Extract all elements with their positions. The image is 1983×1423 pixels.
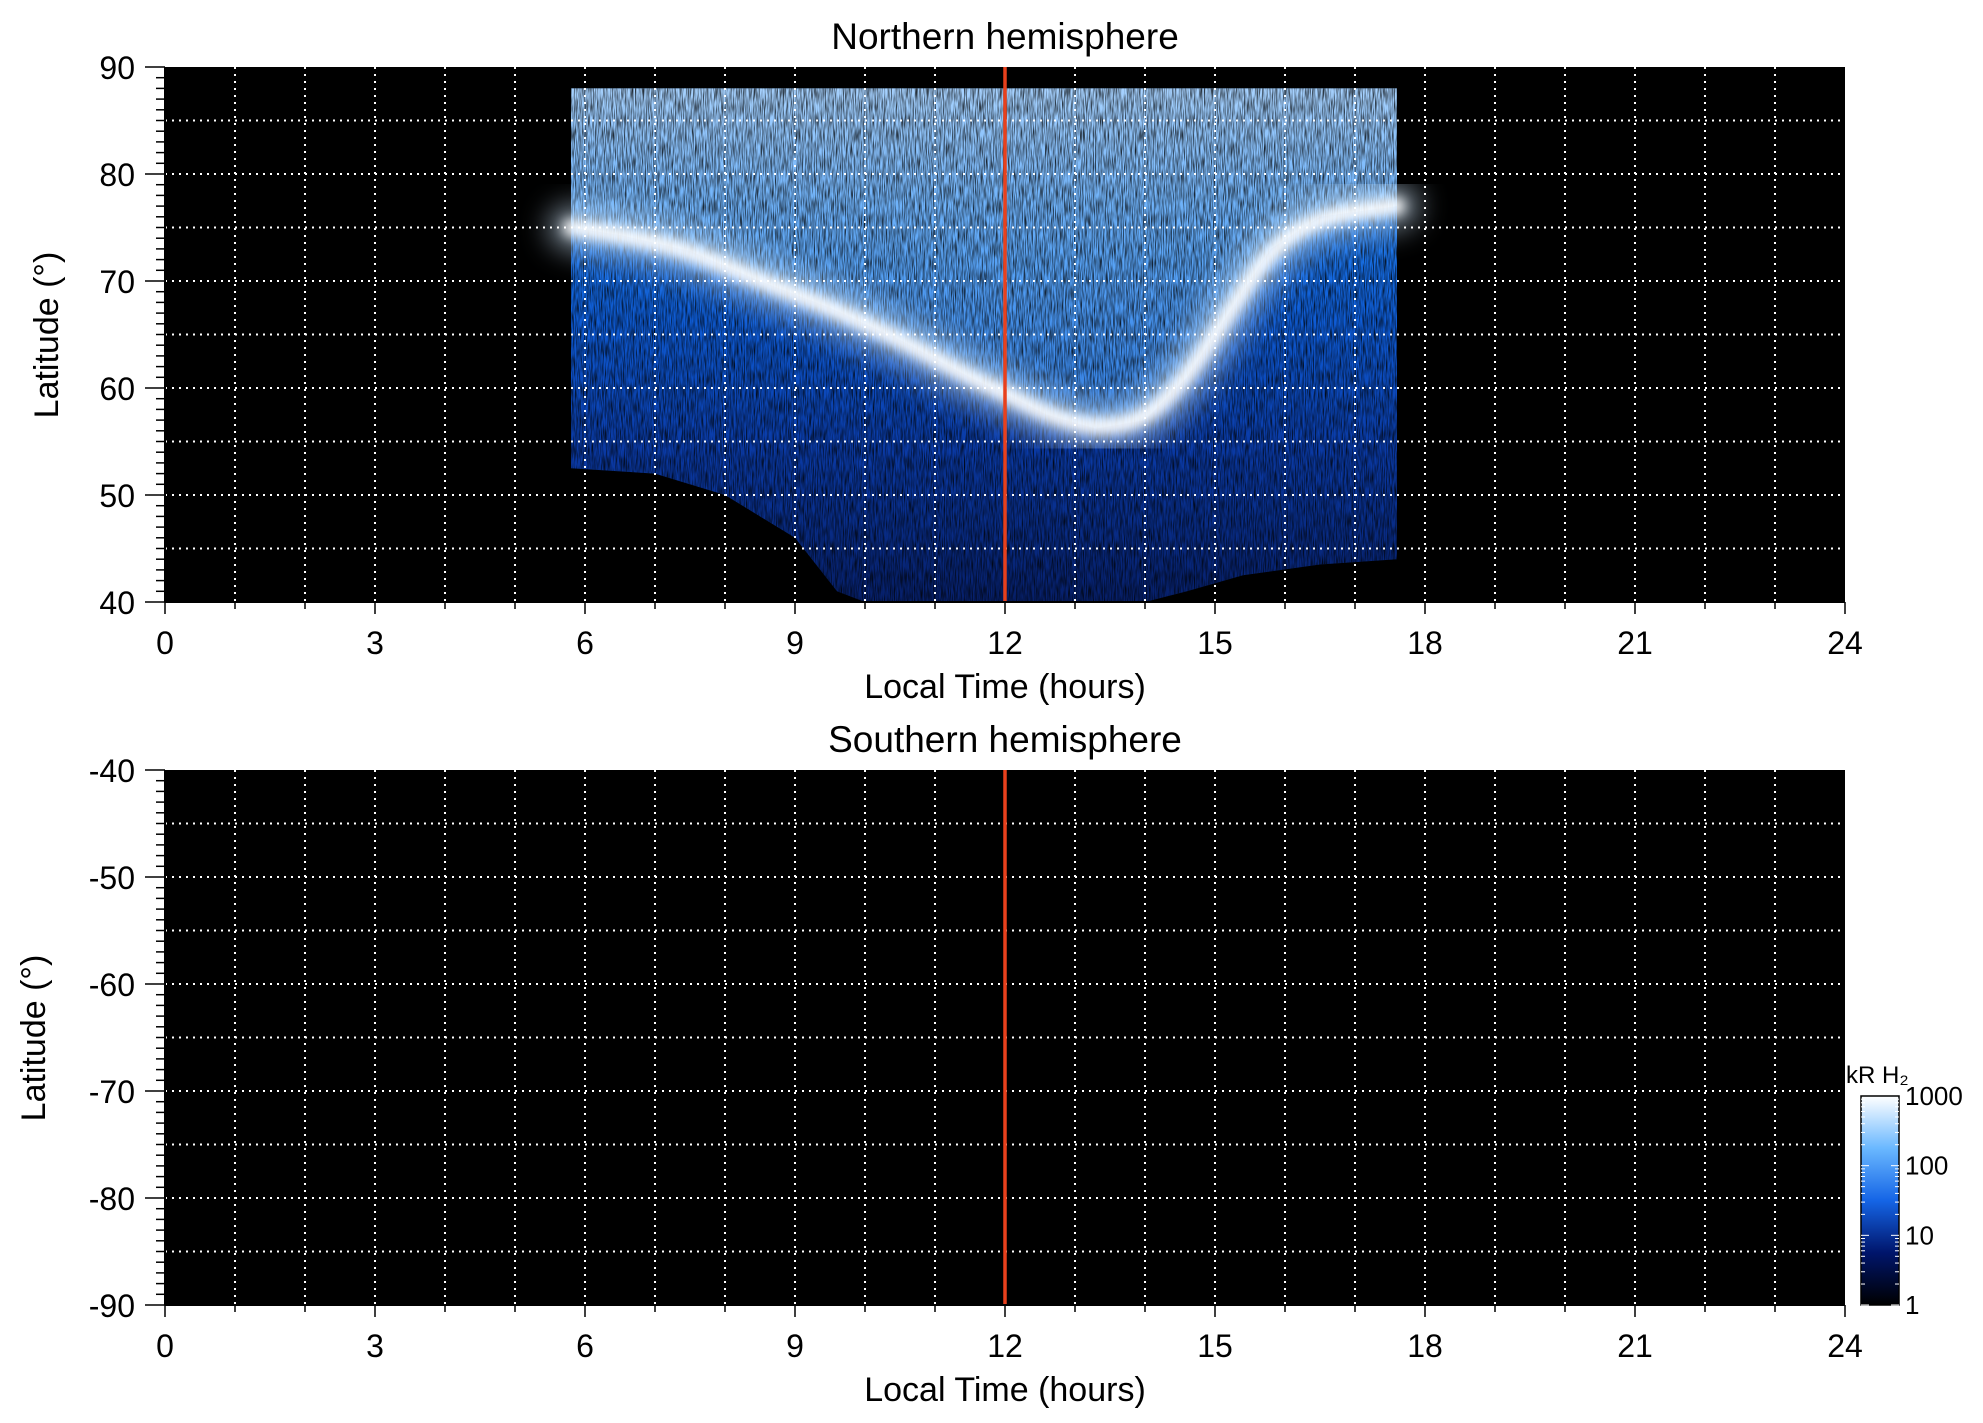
y-tick-label: -50	[89, 860, 135, 896]
x-axis: 0 3 6 9 12 15 18 21 24	[156, 1304, 1863, 1364]
x-tick-label: 21	[1617, 1328, 1653, 1364]
x-tick-label: 6	[576, 625, 594, 661]
x-tick-label: 15	[1197, 625, 1233, 661]
x-axis-label: Local Time (hours)	[864, 668, 1146, 706]
x-tick-label: 21	[1617, 625, 1653, 661]
x-tick-label: 24	[1827, 1328, 1863, 1364]
y-tick-label: 40	[99, 585, 135, 621]
y-axis: 40 50 60 70 80 90	[99, 50, 166, 621]
colorbar-tick-label: 1	[1905, 1290, 1919, 1320]
colorbar-tick-label: 100	[1905, 1151, 1948, 1181]
x-tick-label: 9	[786, 625, 804, 661]
y-tick-label: -80	[89, 1181, 135, 1217]
y-tick-label: 90	[99, 50, 135, 86]
colorbar-label: kR H₂	[1846, 1062, 1909, 1089]
x-tick-label: 0	[156, 625, 174, 661]
y-tick-label: -60	[89, 967, 135, 1003]
x-tick-label: 6	[576, 1328, 594, 1364]
x-tick-label: 0	[156, 1328, 174, 1364]
chart-title: Southern hemisphere	[828, 719, 1182, 760]
main-auroral-oval	[563, 198, 1405, 435]
x-tick-label: 12	[987, 1328, 1023, 1364]
y-tick-label: -70	[89, 1074, 135, 1110]
colorbar: kR H₂ 1 10 100 1000	[1846, 1062, 1963, 1320]
x-tick-label: 12	[987, 625, 1023, 661]
y-tick-label: 60	[99, 371, 135, 407]
x-axis: 0 3 6 9 12 15 18 21 24	[156, 601, 1863, 661]
y-axis-label: Latitude (°)	[15, 955, 53, 1122]
colorbar-ticks: 1 10 100 1000	[1861, 1081, 1963, 1320]
chart-title: Northern hemisphere	[831, 16, 1179, 57]
y-tick-label: -90	[89, 1288, 135, 1324]
y-tick-label: 70	[99, 264, 135, 300]
x-tick-label: 18	[1407, 1328, 1443, 1364]
panel-southern-hemisphere: Southern hemisphere -40 -50 -60 -70 -80 -90 0…	[15, 719, 1863, 1409]
x-tick-label: 18	[1407, 625, 1443, 661]
x-tick-label: 3	[366, 625, 384, 661]
x-axis-label: Local Time (hours)	[864, 1371, 1146, 1409]
x-tick-label: 15	[1197, 1328, 1233, 1364]
y-tick-label: 80	[99, 157, 135, 193]
colorbar-gradient	[1860, 1095, 1900, 1306]
x-tick-label: 3	[366, 1328, 384, 1364]
y-tick-label: -40	[89, 753, 135, 789]
x-tick-label: 9	[786, 1328, 804, 1364]
y-axis-label: Latitude (°)	[28, 252, 66, 419]
y-tick-label: 50	[99, 478, 135, 514]
panel-northern-hemisphere: Northern hemisphere 40 50 60 70 80 90 0 3 6 9 12 1…	[28, 16, 1863, 706]
colorbar-tick-label: 1000	[1905, 1081, 1963, 1111]
colorbar-tick-label: 10	[1905, 1220, 1934, 1250]
emission-noise-texture	[571, 88, 1397, 602]
y-axis: -40 -50 -60 -70 -80 -90	[89, 753, 166, 1324]
x-tick-label: 24	[1827, 625, 1863, 661]
